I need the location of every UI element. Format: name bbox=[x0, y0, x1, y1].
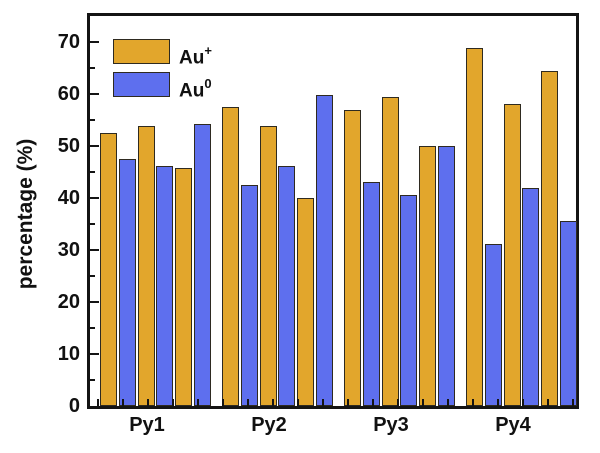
y-major-tick bbox=[90, 92, 99, 96]
x-tick bbox=[121, 399, 125, 406]
x-tick bbox=[221, 399, 225, 406]
legend-text-base: Au bbox=[179, 47, 205, 69]
y-minor-tick bbox=[90, 378, 95, 382]
bar-au-zero bbox=[485, 244, 502, 406]
y-minor-tick bbox=[90, 118, 95, 122]
x-tick bbox=[371, 399, 375, 406]
bar-au-plus bbox=[297, 197, 314, 406]
legend-text-base: Au bbox=[179, 80, 205, 102]
y-tick-label: 10 bbox=[57, 343, 80, 365]
bar-au-zero bbox=[522, 187, 539, 406]
bar-au-zero bbox=[560, 220, 577, 406]
y-major-tick bbox=[90, 352, 99, 356]
y-tick-label: 60 bbox=[57, 83, 80, 105]
y-major-tick bbox=[90, 40, 99, 44]
x-tick bbox=[496, 399, 500, 406]
bar-au-plus bbox=[344, 109, 361, 406]
x-tick bbox=[96, 399, 100, 406]
x-tick bbox=[396, 399, 400, 406]
bar-au-plus bbox=[222, 107, 239, 406]
y-major-tick bbox=[90, 300, 99, 304]
legend-text-sup: 0 bbox=[204, 76, 212, 91]
x-category-label: Py2 bbox=[251, 414, 287, 436]
bar-au-plus bbox=[138, 126, 155, 406]
bar-au-zero bbox=[363, 182, 380, 406]
x-category-label: Py1 bbox=[129, 414, 165, 436]
bar-au-plus bbox=[382, 96, 399, 406]
bar-au-plus bbox=[504, 104, 521, 406]
y-major-tick bbox=[90, 144, 99, 148]
x-tick bbox=[346, 399, 350, 406]
y-tick-label: 70 bbox=[57, 31, 80, 53]
bar-au-plus bbox=[260, 126, 277, 406]
bar-au-zero bbox=[241, 185, 258, 406]
legend-label-au-zero: Au0 bbox=[179, 72, 212, 103]
plot-area: Au+ Au0 bbox=[87, 13, 579, 409]
y-tick-label: 40 bbox=[57, 187, 80, 209]
x-tick bbox=[146, 399, 150, 406]
y-major-tick bbox=[90, 248, 99, 252]
y-minor-tick bbox=[90, 222, 95, 226]
x-tick bbox=[546, 399, 550, 406]
y-minor-tick bbox=[90, 66, 95, 70]
bar-au-plus bbox=[100, 133, 117, 406]
bar-au-zero bbox=[438, 146, 455, 406]
bar-au-plus bbox=[541, 71, 558, 406]
x-tick bbox=[171, 399, 175, 406]
x-category-label: Py4 bbox=[495, 414, 531, 436]
x-tick bbox=[571, 399, 575, 406]
bar-au-zero bbox=[316, 94, 333, 406]
legend-text-sup: + bbox=[204, 43, 212, 58]
bar-au-zero bbox=[156, 165, 173, 406]
x-tick bbox=[321, 399, 325, 406]
bar-au-zero bbox=[194, 124, 211, 406]
y-tick-label: 30 bbox=[57, 239, 80, 261]
x-tick bbox=[246, 399, 250, 406]
legend-swatch-au-zero bbox=[113, 72, 170, 97]
y-minor-tick bbox=[90, 274, 95, 278]
x-tick bbox=[521, 399, 525, 406]
y-tick-label: 0 bbox=[68, 395, 80, 417]
bar-au-zero bbox=[119, 159, 136, 406]
x-tick bbox=[296, 399, 300, 406]
plot-inner: Au+ Au0 bbox=[90, 16, 577, 406]
y-minor-tick bbox=[90, 326, 95, 330]
y-tick-label: 20 bbox=[57, 291, 80, 313]
y-minor-tick bbox=[90, 170, 95, 174]
x-tick bbox=[271, 399, 275, 406]
bar-au-plus bbox=[419, 146, 436, 406]
x-tick bbox=[421, 399, 425, 406]
legend-swatch-au-plus bbox=[113, 39, 170, 64]
x-tick bbox=[196, 399, 200, 406]
bar-au-zero bbox=[400, 195, 417, 406]
y-major-tick bbox=[90, 196, 99, 200]
y-tick-label: 50 bbox=[57, 135, 80, 157]
legend-label-au-plus: Au+ bbox=[179, 39, 212, 70]
x-tick bbox=[471, 399, 475, 406]
bar-au-plus bbox=[466, 47, 483, 406]
bar-au-zero bbox=[278, 165, 295, 406]
x-category-label: Py3 bbox=[373, 414, 409, 436]
bar-au-plus bbox=[175, 167, 192, 406]
x-tick bbox=[446, 399, 450, 406]
